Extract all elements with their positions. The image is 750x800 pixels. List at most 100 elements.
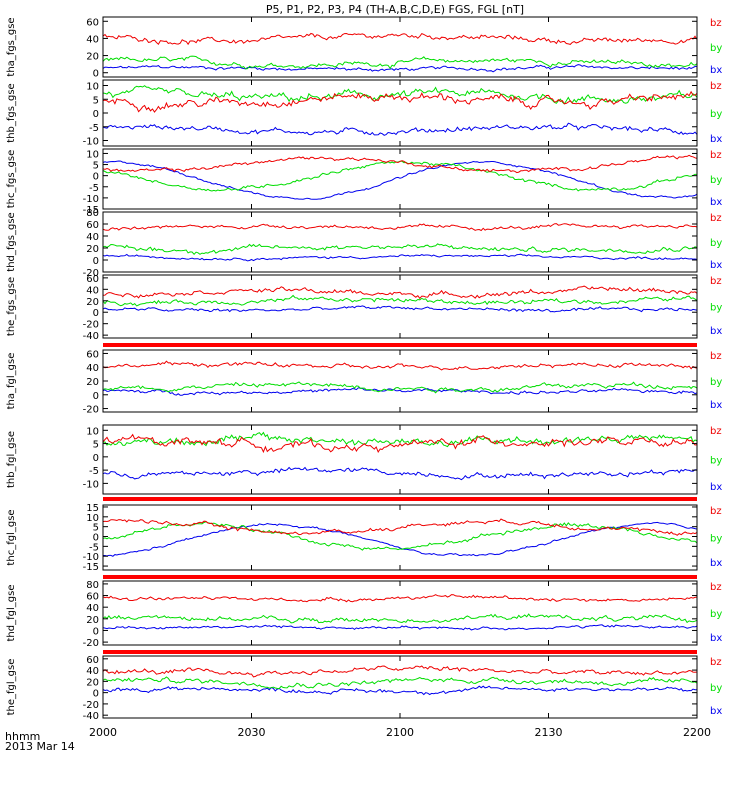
y-tick-label: 40 [86,34,99,45]
legend-label-bx: bx [710,558,722,569]
y-tick-label: -40 [83,711,99,722]
legend-label-bx: bx [710,706,722,717]
legend-label-bx: bx [710,134,722,145]
y-tick-label: 60 [86,655,99,666]
series-line-bx [102,624,698,631]
y-tick-label: 10 [86,149,99,160]
y-tick-label: 80 [86,580,99,591]
y-tick-label: 60 [86,349,99,360]
y-tick-label: -40 [83,331,99,342]
y-tick-label: 0 [93,533,99,544]
panel-ylabel: the_fgs_gse [6,277,17,336]
y-tick-label: 0 [93,109,99,120]
y-tick-label: -15 [83,562,99,573]
y-tick-label: 20 [86,377,99,388]
panel-ylabel: thb_fgl_gse [6,431,17,488]
legend-label-bz: bz [710,582,722,593]
legend-label-bz: bz [710,351,722,362]
y-tick-label: -20 [83,268,99,279]
panel-ylabel: the_fgl_gse [6,659,17,716]
y-tick-label: 0 [93,453,99,464]
legend-label-by: by [710,175,722,186]
panel-separator-stripe [103,575,697,579]
legend-label-bx: bx [710,65,722,76]
panel-frame [102,580,698,646]
panel-tha_fgl_gse: 60 40 20 0 -20 tha_fgl_gse bz by bx [6,349,722,415]
y-tick-label: 80 [86,208,99,219]
y-tick-label: 5 [93,95,99,106]
legend-label-bz: bz [710,506,722,517]
y-tick-label: -10 [83,479,99,490]
y-tick-label: 40 [86,666,99,677]
plot-title: P5, P1, P2, P3, P4 (TH-A,B,C,D,E) FGS, F… [266,3,524,16]
series-line-bx [102,387,698,396]
series-line-bz [102,223,698,232]
legend-label-by: by [710,609,722,620]
y-tick-label: 10 [86,426,99,437]
series-line-bz [102,433,698,454]
legend-label-bx: bx [710,633,722,644]
series-line-bx [102,253,698,262]
panel-ylabel: tha_fgl_gse [6,353,17,410]
legend-label-by: by [710,43,722,54]
series-line-bz [102,665,698,678]
y-tick-label: -5 [89,466,99,477]
legend-label-bx: bx [710,326,722,337]
panel-ylabel: tha_fgs_gse [6,17,17,76]
legend-label-bz: bz [710,276,722,287]
y-tick-label: -20 [83,700,99,711]
y-tick-label: 40 [86,232,99,243]
series-line-by [102,381,698,394]
panel-tha_fgs_gse: 60 40 20 0 tha_fgs_gse bz by bx [6,16,722,80]
y-tick-label: 10 [86,513,99,524]
series-line-by [102,85,698,105]
y-tick-label: -20 [83,405,99,416]
y-tick-label: -20 [83,638,99,649]
x-tick-label: 2000 [89,726,117,739]
panel-frame [102,211,698,273]
y-tick-label: 20 [86,677,99,688]
legend-label-by: by [710,534,722,545]
panel-ylabel: thd_fgl_gse [6,585,17,642]
y-tick-label: 0 [93,689,99,700]
series-line-by [102,431,698,448]
series-line-by [102,294,698,307]
x-tick-label: 2030 [238,726,266,739]
y-tick-label: 0 [93,256,99,267]
y-tick-label: 20 [86,244,99,255]
date-label: 2013 Mar 14 [5,740,75,753]
series-line-bx [102,466,698,481]
legend-label-bx: bx [710,482,722,493]
series-line-bz [102,285,698,300]
series-line-bx [102,160,698,200]
legend-label-bz: bz [710,213,722,224]
legend-label-bx: bx [710,260,722,271]
series-line-bx [102,305,698,313]
legend-label-by: by [710,238,722,249]
y-tick-label: 0 [93,308,99,319]
series-line-bx [102,64,698,73]
y-tick-label: 5 [93,161,99,172]
series-line-bz [102,518,698,536]
panel-separator-stripe [103,650,697,654]
y-tick-label: 5 [93,523,99,534]
y-tick-label: 60 [86,274,99,285]
legend-label-by: by [710,683,722,694]
y-tick-label: 60 [86,17,99,28]
series-line-by [102,676,698,690]
y-tick-label: 0 [93,391,99,402]
y-tick-label: 40 [86,603,99,614]
panel-ylabel: thc_fgl_gse [6,509,17,565]
panel-ylabel: thc_fgs_gse [6,150,17,209]
y-tick-label: 40 [86,363,99,374]
panel-separator-stripe [103,497,697,501]
legend-label-bz: bz [710,81,722,92]
series-line-bz [102,594,698,603]
series-line-by [102,243,698,256]
